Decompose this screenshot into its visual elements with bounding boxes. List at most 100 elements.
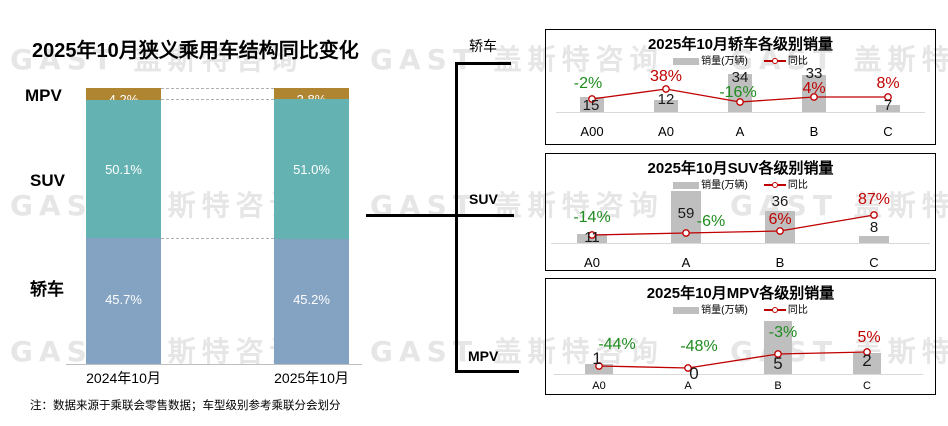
sales-value: 36 xyxy=(771,193,789,210)
bar-legend-swatch xyxy=(673,306,700,314)
watermark: GAST 盖斯特咨询 xyxy=(730,43,948,76)
x-label: A xyxy=(684,380,692,392)
x-axis xyxy=(554,374,923,375)
connector-line xyxy=(161,99,274,100)
sales-value: 59 xyxy=(677,205,695,222)
panel-title: 2025年10月SUV各级别销量 xyxy=(647,160,834,177)
sales-value: 33 xyxy=(805,65,823,82)
x-label: A0 xyxy=(584,255,600,270)
bar-2024-suv: 50.1% xyxy=(86,100,161,238)
legend-line-label: 同比 xyxy=(787,56,808,67)
bracket-label-sedan: 轿车 xyxy=(469,38,497,54)
sales-bar xyxy=(764,321,792,374)
yoy-value: -2% xyxy=(573,75,603,92)
bar-2025-mpv: 3.8% xyxy=(274,88,349,107)
yoy-value: -6% xyxy=(696,213,726,230)
x-label: B xyxy=(809,124,819,139)
sales-bar xyxy=(876,105,900,112)
yoy-value: -14% xyxy=(573,209,611,226)
x-axis xyxy=(556,112,925,113)
x-label: B xyxy=(774,380,782,392)
connector-line xyxy=(161,238,274,239)
legend-line-label: 同比 xyxy=(787,180,808,191)
sales-value: 34 xyxy=(731,69,749,86)
suv-chart-panel: 2025年10月SUV各级别销量 销量(万辆) 同比 11 59 36 8 -14… xyxy=(545,153,936,271)
sales-value: 1 xyxy=(592,349,602,368)
yoy-value: 4% xyxy=(802,80,826,97)
x-label: A0 xyxy=(592,380,606,392)
chart-title: 2025年10月狭义乘用车结构同比变化 xyxy=(32,40,359,62)
legend-line-label: 同比 xyxy=(787,305,808,316)
x-label: C xyxy=(883,124,893,139)
line-legend-icon xyxy=(763,57,786,65)
yoy-value: 6% xyxy=(768,211,792,228)
footnote: 注：数据来源于乘联会零售数据；车型级别参考乘联分会划分 xyxy=(30,400,341,412)
sales-value: 11 xyxy=(584,229,600,246)
x-label: A00 xyxy=(580,124,604,139)
line-legend-icon xyxy=(763,181,786,189)
x-label: C xyxy=(869,255,879,270)
sales-value: 5 xyxy=(773,354,783,373)
sales-bar xyxy=(859,236,889,243)
yoy-value: -48% xyxy=(680,338,718,355)
yoy-value: -44% xyxy=(598,336,636,353)
legend-bar-label: 销量(万辆) xyxy=(701,305,748,316)
category-label-suv: SUV xyxy=(30,171,65,190)
category-label-mpv: MPV xyxy=(25,86,62,105)
x-axis xyxy=(66,364,362,365)
sedan-chart-panel: 2025年10月轿车各级别销量 销量(万辆) 同比 15 12 34 33 7 -… xyxy=(545,29,936,145)
sales-bar xyxy=(654,100,678,112)
panel-title: 2025年10月MPV各级别销量 xyxy=(646,285,835,302)
bracket-bottom-arm xyxy=(455,370,519,373)
bar-value: 45.7% xyxy=(105,292,142,307)
bracket-label-mpv: MPV xyxy=(468,348,499,364)
x-label: A0 xyxy=(658,124,674,139)
legend: 销量(万辆) 同比 xyxy=(546,52,935,67)
yoy-line xyxy=(588,211,878,239)
bar-2024-mpv: 4.2% xyxy=(86,88,161,107)
x-axis xyxy=(551,243,930,244)
connector-line xyxy=(161,88,274,89)
bar-2025-suv: 51.0% xyxy=(274,99,349,239)
bar-legend-swatch xyxy=(673,57,700,65)
legend: 销量(万辆) 同比 xyxy=(546,176,935,191)
watermark: GAST 盖斯特咨询 xyxy=(10,43,304,76)
yoy-value: -16% xyxy=(719,84,757,101)
bar-2025-sedan: 45.2% xyxy=(274,239,349,364)
watermark: GAST 盖斯特咨询 xyxy=(370,43,664,76)
x-label: B xyxy=(775,255,785,270)
yoy-line xyxy=(588,85,892,106)
bracket-horizontal xyxy=(366,214,514,217)
yoy-line xyxy=(595,348,871,372)
sales-bar xyxy=(580,97,604,112)
watermark: GAST 盖斯特咨询 xyxy=(370,335,664,368)
x-label: 2024年10月 xyxy=(86,370,161,386)
x-label: A xyxy=(681,255,691,270)
sales-value: 0 xyxy=(689,364,699,383)
bracket-label-suv: SUV xyxy=(469,191,498,207)
sales-value: 2 xyxy=(862,351,872,370)
sales-bar xyxy=(853,353,881,374)
panel-title: 2025年10月轿车各级别销量 xyxy=(647,36,834,53)
bar-value: 51.0% xyxy=(293,162,330,177)
legend: 销量(万辆) 同比 xyxy=(546,301,935,316)
mpv-chart-panel: 2025年10月MPV各级别销量 销量(万辆) 同比 1 0 5 2 -44% -… xyxy=(545,278,936,395)
sales-value: 7 xyxy=(883,97,893,114)
yoy-value: 8% xyxy=(876,75,900,92)
yoy-value: 87% xyxy=(857,191,891,208)
x-label: C xyxy=(863,380,871,392)
bracket-vertical xyxy=(455,62,458,373)
legend-bar-label: 销量(万辆) xyxy=(701,180,748,191)
line-legend-icon xyxy=(763,306,786,314)
sales-value: 12 xyxy=(657,91,675,108)
bar-2024-sedan: 45.7% xyxy=(86,238,161,364)
sales-value: 15 xyxy=(582,97,600,114)
bar-value: 45.2% xyxy=(293,292,330,307)
bracket-top-arm xyxy=(455,62,511,65)
bar-value: 50.1% xyxy=(105,162,142,177)
yoy-value: -3% xyxy=(768,324,798,341)
sales-bar xyxy=(765,211,795,243)
yoy-value: 38% xyxy=(649,68,683,85)
x-label: A xyxy=(735,124,745,139)
sales-value: 8 xyxy=(869,219,879,236)
